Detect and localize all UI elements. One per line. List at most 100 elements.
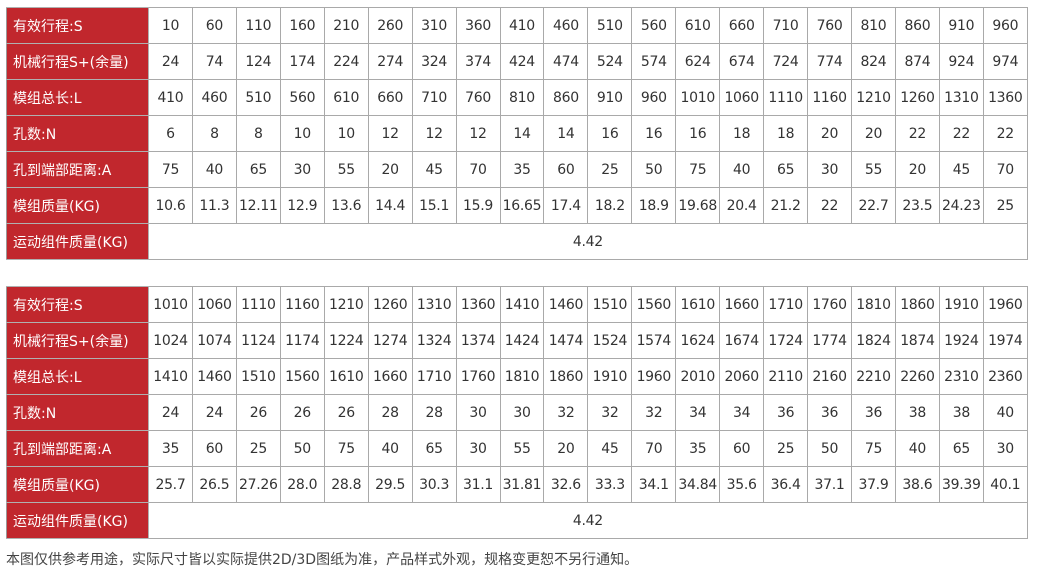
table-cell: 25	[982, 187, 1028, 224]
row-header: 运动组件质量(KG)	[6, 502, 149, 539]
table-cell: 19.68	[675, 187, 721, 224]
table-cell: 2160	[807, 358, 852, 395]
table-cell: 25.7	[148, 466, 193, 503]
table-cell: 1310	[938, 79, 984, 116]
table-cell: 36	[807, 394, 852, 431]
table-cell: 28.8	[323, 466, 369, 503]
row-header: 有效行程:S	[6, 7, 149, 44]
table-cell: 10.6	[148, 187, 193, 224]
table-cell: 40	[894, 430, 940, 467]
table-cell: 1660	[367, 358, 413, 395]
table-cell: 75	[851, 430, 896, 467]
table-cell: 24	[191, 394, 237, 431]
row-header: 机械行程S+(余量)	[6, 43, 149, 80]
table-cell: 23.5	[894, 187, 940, 224]
table-cell: 25	[763, 430, 809, 467]
table-cell: 460	[543, 7, 589, 44]
table-cell: 1610	[323, 358, 369, 395]
table-cell: 10	[279, 115, 325, 152]
table-cell: 28	[411, 394, 457, 431]
table-cell: 1224	[323, 322, 369, 359]
table-cell: 860	[894, 7, 940, 44]
table-cell: 1560	[279, 358, 325, 395]
row-header: 孔到端部距离:A	[6, 151, 149, 188]
table-cell: 26.5	[191, 466, 237, 503]
table-cell: 1924	[938, 322, 984, 359]
table-cell: 40	[982, 394, 1028, 431]
table-cell: 1760	[807, 286, 852, 323]
table-cell: 45	[938, 151, 984, 188]
table-cell: 724	[763, 43, 809, 80]
table-cell: 20	[543, 430, 589, 467]
table-cell: 1960	[982, 286, 1028, 323]
table-cell: 11.3	[191, 187, 237, 224]
table-cell: 1460	[543, 286, 589, 323]
table-cell: 960	[982, 7, 1028, 44]
table-cell: 1410	[499, 286, 545, 323]
table-cell: 674	[719, 43, 765, 80]
table-cell: 36	[851, 394, 896, 431]
table-cell: 810	[499, 79, 545, 116]
table-cell: 29.5	[367, 466, 413, 503]
table-cell: 16	[675, 115, 721, 152]
table-row: 孔数:N 24 24 26 26 26 28 28 30 30 32 32 32 34 34 36 36 36 38…	[6, 394, 1028, 431]
table-cell: 774	[807, 43, 852, 80]
table-cell: 60	[191, 430, 237, 467]
table-row: 机械行程S+(余量) 1024 1074 1124 1174 1224 1274 1324 13…	[6, 322, 1028, 359]
table-cell: 1124	[235, 322, 281, 359]
table-cell: 710	[411, 79, 457, 116]
table-cell: 70	[982, 151, 1028, 188]
table-cell: 1710	[763, 286, 809, 323]
table-cell: 1074	[191, 322, 237, 359]
table-cell: 32	[631, 394, 677, 431]
table-cell: 1160	[279, 286, 325, 323]
table-cell: 1724	[763, 322, 809, 359]
row-header: 模组总长:L	[6, 79, 149, 116]
row-header: 孔到端部距离:A	[6, 430, 149, 467]
table-cell: 1574	[631, 322, 677, 359]
table-cell: 1510	[587, 286, 633, 323]
table-cell: 324	[411, 43, 457, 80]
table-cell: 1510	[235, 358, 281, 395]
table-cell: 960	[631, 79, 677, 116]
table-cell: 32	[543, 394, 589, 431]
table-row: 模组质量(KG) 25.7 26.5 27.26 28.0 28.8 29.5 30.3 31.…	[6, 466, 1028, 503]
table-cell: 31.1	[455, 466, 501, 503]
table-cell: 560	[631, 7, 677, 44]
table-cell: 32.6	[543, 466, 589, 503]
row-header: 运动组件质量(KG)	[6, 223, 149, 260]
table-cell: 1310	[411, 286, 457, 323]
table-cell: 28.0	[279, 466, 325, 503]
table-cell: 1660	[719, 286, 765, 323]
table-cell: 12	[367, 115, 413, 152]
table-cell: 10	[148, 7, 193, 44]
table-cell: 35	[499, 151, 545, 188]
row-header: 模组总长:L	[6, 358, 149, 395]
moving-mass-value: 4.42	[148, 502, 1028, 539]
table-cell: 1874	[894, 322, 940, 359]
table-cell: 18.2	[587, 187, 633, 224]
table-cell: 70	[455, 151, 501, 188]
table-cell: 1010	[148, 286, 193, 323]
table-cell: 2060	[719, 358, 765, 395]
row-header: 孔数:N	[6, 394, 149, 431]
table-cell: 12	[455, 115, 501, 152]
table-cell: 50	[807, 430, 852, 467]
table-cell: 274	[367, 43, 413, 80]
table-row: 模组质量(KG) 10.6 11.3 12.11 12.9 13.6 14.4 15.1 15.…	[6, 187, 1028, 224]
table-cell: 22	[807, 187, 852, 224]
table-cell: 26	[323, 394, 369, 431]
table-cell: 660	[367, 79, 413, 116]
table-cell: 1374	[455, 322, 501, 359]
table-cell: 37.9	[851, 466, 896, 503]
table-cell: 760	[455, 79, 501, 116]
row-header: 模组质量(KG)	[6, 187, 149, 224]
table-cell: 20	[807, 115, 852, 152]
table-cell: 13.6	[323, 187, 369, 224]
table-cell: 30	[807, 151, 852, 188]
table-cell: 2360	[982, 358, 1028, 395]
table-cell: 30	[499, 394, 545, 431]
table-cell: 474	[543, 43, 589, 80]
table-cell: 660	[719, 7, 765, 44]
table-row: 模组总长:L 410 460 510 560 610 660 710 760 810 860 910 9…	[6, 79, 1028, 116]
